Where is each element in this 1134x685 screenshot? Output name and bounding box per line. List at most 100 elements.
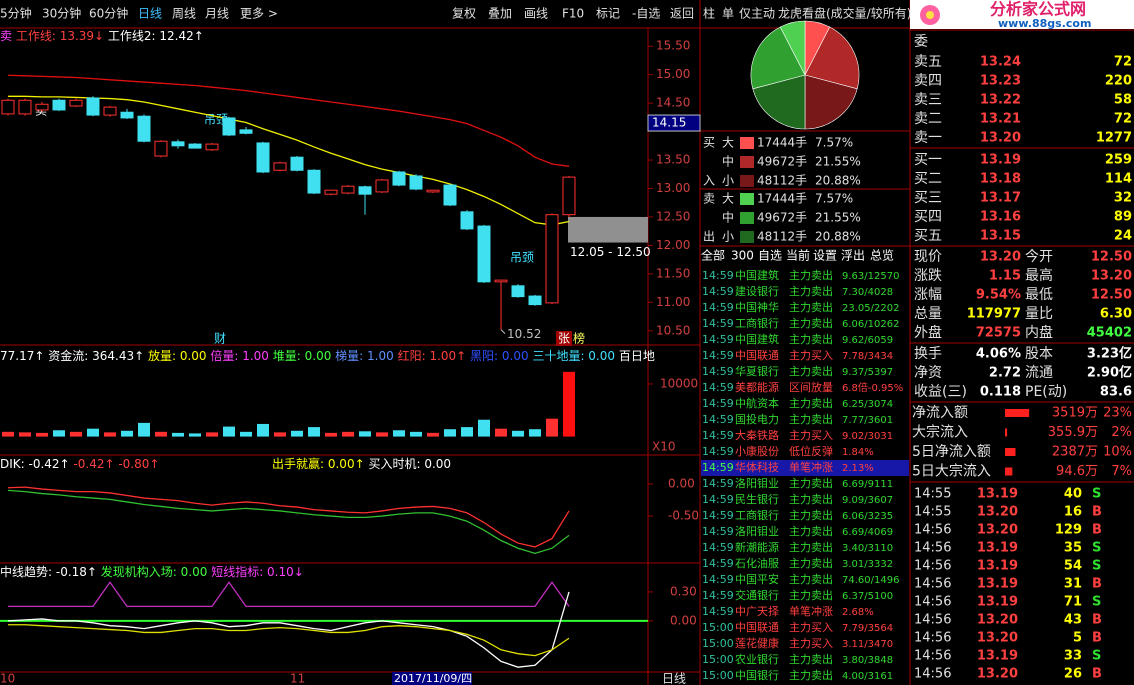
candle-body — [528, 295, 542, 306]
period-tab[interactable]: 日线 — [138, 7, 162, 21]
book-volume: 1277 — [1096, 131, 1132, 146]
volume-bar — [87, 428, 99, 437]
tick-time: 14:56 — [914, 631, 951, 646]
radar-type: 主力卖出 — [789, 668, 833, 682]
panel-tab[interactable]: 单 — [722, 7, 734, 21]
radar-type: 主力卖出 — [789, 572, 833, 586]
panel-tab[interactable]: 龙虎看盘(成交量/较所有) — [778, 6, 911, 21]
volume-bar — [359, 431, 371, 437]
radar-tab[interactable]: 全部 — [701, 248, 725, 263]
panel-header: DIK: -0.42↑ -0.42↑ -0.80↑ — [0, 457, 159, 471]
header-item: 三十地量: 0.00 — [529, 349, 615, 363]
toolbar-button[interactable]: 画线 — [524, 7, 548, 21]
tick-time: 14:56 — [914, 649, 951, 664]
tick-side: B — [1092, 631, 1102, 646]
header-item: 77.17↑ — [0, 349, 44, 363]
radar-detail: 3.80/3848 — [842, 655, 893, 666]
volume-bar — [104, 432, 116, 437]
flow-percent: 21.55% — [815, 211, 861, 225]
period-tab[interactable]: 更多 > — [240, 7, 278, 21]
radar-time: 15:00 — [702, 653, 734, 666]
period-tab[interactable]: 60分钟 — [89, 6, 128, 21]
radar-time: 15:00 — [702, 637, 734, 650]
volume-bar — [155, 431, 167, 437]
volume-bar — [495, 428, 507, 437]
radar-detail: 7.78/3434 — [842, 351, 893, 362]
book-level: 卖三 — [914, 92, 942, 108]
volume-bar — [189, 433, 201, 437]
volume-bar — [376, 432, 388, 437]
book-price: 13.22 — [980, 93, 1021, 108]
radar-stock: 中广天择 — [735, 604, 779, 618]
candle-body — [290, 156, 304, 171]
quote-value: 1.15 — [989, 269, 1021, 284]
candle-body — [443, 184, 457, 206]
panel-tab[interactable]: 柱 — [703, 6, 715, 21]
tick-price: 13.19 — [977, 487, 1018, 502]
panel-tab[interactable]: 仅主动 — [739, 7, 775, 21]
toolbar-button[interactable]: 返回 — [670, 7, 694, 21]
book-price: 13.23 — [980, 74, 1021, 89]
radar-tab[interactable]: 设置 — [813, 249, 837, 263]
flow-swatch — [740, 137, 754, 149]
header-item: 出手就赢: 0.00↑ — [272, 456, 365, 471]
radar-stock: 华夏银行 — [735, 364, 779, 378]
radar-type: 主力买入 — [789, 429, 833, 442]
header-item: 红阳: 1.00↑ — [394, 348, 466, 363]
flow-label: 5日净流入额 — [912, 444, 991, 460]
radar-detail: 2.13% — [842, 463, 874, 474]
volume-bar — [325, 432, 337, 437]
flow-side: 入 — [703, 174, 715, 188]
header-item: -0.42↑ — [70, 457, 115, 471]
toolbar-button[interactable]: F10 — [562, 7, 584, 21]
tick-volume: 71 — [1064, 595, 1082, 610]
radar-tab[interactable]: 当前 — [786, 248, 810, 263]
toolbar-button[interactable]: -自选 — [632, 7, 660, 21]
radar-detail: 6.69/4069 — [842, 527, 893, 538]
book-volume: 32 — [1114, 191, 1132, 206]
toolbar-button[interactable]: 标记 — [596, 7, 620, 21]
volume-bar — [291, 430, 303, 437]
period-tab[interactable]: 5分钟 — [0, 6, 32, 21]
radar-type: 主力卖出 — [789, 316, 833, 330]
period-tab[interactable]: 30分钟 — [42, 6, 81, 21]
volume-bar — [342, 431, 354, 437]
radar-tab[interactable]: 浮出 — [841, 249, 865, 263]
radar-tab[interactable]: 自选 — [758, 249, 782, 263]
radar-time: 14:59 — [702, 333, 734, 346]
period-label: 日线 — [662, 672, 686, 685]
ma-line — [7, 74, 570, 167]
radar-stock: 美都能源 — [735, 380, 779, 394]
flow-size: 小 — [722, 174, 734, 188]
y-tick-label: 0.00 — [668, 476, 695, 490]
tick-side: B — [1092, 505, 1102, 520]
radar-stock: 小康股份 — [735, 444, 779, 458]
candle-body — [358, 186, 372, 195]
radar-type: 主力卖出 — [789, 492, 833, 506]
flow-volume: 49672手 — [757, 155, 807, 169]
toolbar-button[interactable]: 复权 — [452, 7, 476, 21]
flow-side: 出 — [703, 230, 715, 244]
book-price: 13.21 — [980, 112, 1021, 127]
flow-percent: 7.57% — [815, 192, 853, 206]
radar-stock: 中国银行 — [735, 668, 779, 682]
period-tab[interactable]: 月线 — [205, 7, 229, 21]
tick-side: S — [1092, 649, 1101, 664]
radar-detail: 7.79/3564 — [842, 623, 893, 634]
annotation: 榜 — [573, 331, 585, 346]
volume-bar — [19, 432, 31, 437]
radar-stock: 工商银行 — [735, 316, 779, 330]
book-volume: 114 — [1105, 172, 1132, 187]
radar-tab[interactable]: 300 — [731, 249, 754, 263]
radar-stock: 中国建筑 — [735, 332, 779, 346]
period-tab[interactable]: 周线 — [172, 7, 196, 21]
toolbar-button[interactable]: 叠加 — [488, 7, 512, 21]
radar-tab[interactable]: 总览 — [870, 248, 894, 263]
candle-body — [460, 211, 474, 230]
quote-value: 13.20 — [980, 250, 1021, 265]
candle-body — [562, 176, 576, 216]
quote-label: 外盘 — [914, 324, 942, 341]
radar-detail: 74.60/1496 — [842, 575, 899, 586]
tick-volume: 31 — [1064, 577, 1082, 592]
quote-label: 量比 — [1025, 306, 1053, 322]
